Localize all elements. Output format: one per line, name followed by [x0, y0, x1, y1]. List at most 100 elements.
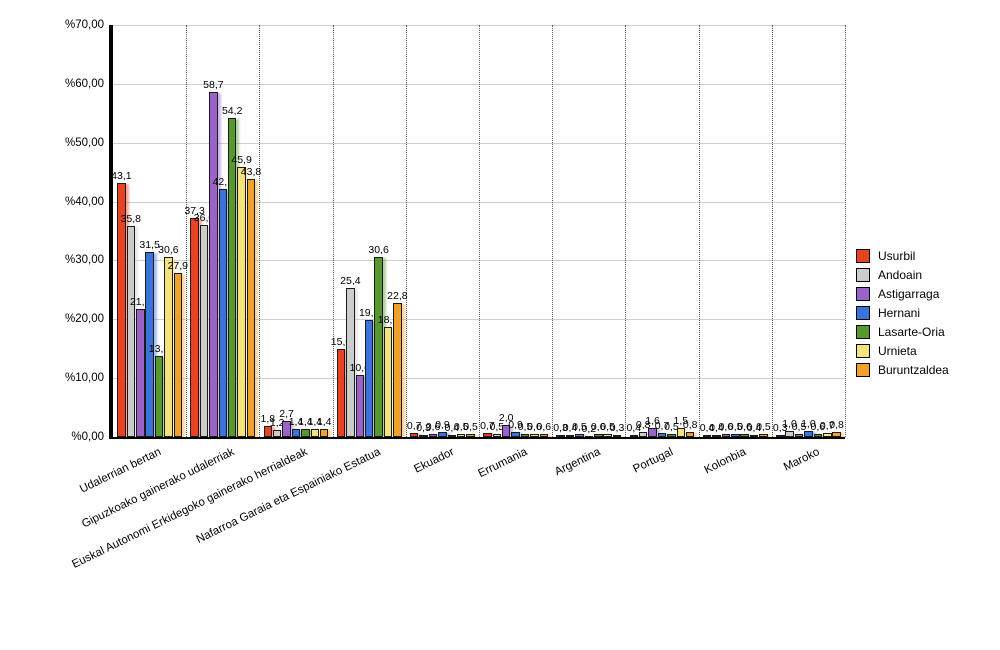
bar-Buruntzaldea-6: [612, 435, 622, 438]
bar-Andoain-6: [565, 434, 575, 437]
legend-swatch: [856, 363, 870, 377]
legend: Usurbil Andoain Astigarraga Hernani Lasarte-…: [856, 249, 949, 382]
bar-Astigarraga-0: [136, 308, 145, 437]
bar-Andoain-5: [492, 434, 501, 437]
bar-value-label: 0,5: [572, 421, 587, 434]
bar-value-label: 0,4: [626, 421, 642, 434]
bar-Usurbil-1: [190, 217, 199, 437]
bar-Urnieta-3: [383, 326, 393, 437]
group-separator: [771, 25, 773, 437]
y-tick-label: %20,00: [64, 313, 104, 326]
legend-label: Urnieta: [878, 344, 917, 358]
y-axis-line: [109, 25, 113, 438]
bar-value-label: 0,5: [727, 421, 743, 434]
x-category-label: Ekuador: [411, 446, 456, 476]
y-tick-label: %70,00: [64, 19, 104, 31]
legend-item: Buruntzaldea: [856, 363, 949, 377]
group-separator: [479, 25, 480, 437]
bar-value-label: 1,4: [298, 415, 313, 428]
bar-value-label: 0,4: [562, 421, 578, 434]
bar-Buruntzaldea-0: [173, 272, 183, 437]
bar-value-label: 0,3: [772, 422, 788, 435]
legend-item: Urnieta: [856, 344, 949, 358]
bar-Astigarraga-5: [501, 425, 511, 437]
bar-Hernani-9: [804, 431, 813, 437]
bar-value-label: 54,2: [221, 105, 243, 117]
bar-Hernani-4: [438, 431, 447, 437]
bar-value-label: 0,5: [489, 421, 505, 434]
bar-Hernani-3: [364, 319, 374, 437]
bar-Hernani-7: [657, 432, 667, 437]
bar-Astigarraga-1: [209, 91, 218, 437]
y-tick-label: %30,00: [64, 254, 104, 267]
bar-Urnieta-1: [237, 166, 246, 437]
bar-Andoain-8: [712, 434, 721, 437]
bar-value-label: 25,4: [340, 274, 361, 287]
bar-value-label: 0,9: [435, 418, 450, 431]
bar-value-label: 27,9: [167, 259, 189, 272]
bar-Hernani-0: [145, 251, 154, 437]
x-category-label: Argentina: [552, 446, 603, 479]
bar-Urnieta-9: [823, 432, 832, 437]
bar-value-label: 0,6: [737, 420, 752, 433]
bar-value-label: 37,3: [184, 204, 205, 217]
bar-Urnieta-0: [164, 256, 173, 437]
bar-value-label: 0,8: [829, 419, 844, 432]
legend-label: Lasarte-Oria: [878, 325, 945, 339]
x-category-label: Errumania: [475, 446, 529, 481]
bar-value-label: 1,2: [269, 416, 285, 429]
x-category-label: Maroko: [781, 446, 822, 474]
legend-label: Usurbil: [878, 249, 916, 263]
x-category-label: Kolonbia: [702, 446, 749, 477]
legend-swatch: [856, 344, 870, 358]
bar-Urnieta-2: [310, 428, 319, 437]
bar-value-label: 1,0: [801, 418, 816, 431]
legend-item: Andoain: [856, 268, 949, 282]
bar-Andoain-7: [638, 432, 648, 437]
bar-Buruntzaldea-5: [539, 433, 548, 437]
bar-Buruntzaldea-8: [759, 434, 768, 437]
x-axis-line: [109, 437, 845, 439]
bar-value-label: 0,6: [590, 420, 606, 433]
bar-Buruntzaldea-1: [246, 179, 256, 437]
bar-value-label: 0,5: [600, 421, 615, 434]
bar-Astigarraga-3: [355, 374, 365, 437]
legend-label: Buruntzaldea: [878, 363, 949, 377]
bar-Andoain-3: [346, 287, 355, 437]
bar-Andoain-0: [126, 226, 136, 437]
legend-swatch: [856, 268, 870, 282]
bar-value-label: 0,8: [682, 419, 698, 432]
bar-Astigarraga-4: [428, 433, 438, 437]
bar-Hernani-5: [511, 431, 520, 437]
bar-value-label: 1,6: [645, 414, 660, 427]
bar-value-label: 0,5: [664, 421, 679, 434]
bar-value-label: 0,8: [635, 419, 651, 432]
bar-Lasarte-Oria-2: [301, 428, 310, 437]
group-separator: [625, 25, 627, 437]
bar-Lasarte-Oria-4: [447, 434, 457, 437]
bar-Usurbil-5: [483, 432, 492, 437]
bar-Buruntzaldea-7: [685, 432, 695, 437]
bar-value-label: 0,4: [444, 421, 460, 434]
bar-value-label: 0,6: [718, 420, 734, 433]
y-tick-label: %10,00: [64, 372, 104, 385]
bar-Hernani-2: [291, 428, 301, 437]
y-tick-label: %40,00: [64, 195, 104, 208]
bar-value-label: 0,6: [536, 420, 552, 433]
bar-Usurbil-4: [409, 432, 419, 437]
bar-value-label: 19,9: [358, 306, 380, 319]
group-separator: [845, 25, 846, 437]
bar-value-label: 0,5: [791, 421, 807, 434]
bar-value-label: 0,6: [810, 420, 826, 433]
bar-value-label: 0,4: [699, 421, 715, 434]
legend-label: Astigarraga: [878, 287, 940, 301]
bar-value-label: 1,4: [288, 415, 304, 428]
bar-value-label: 2,0: [498, 412, 514, 425]
bar-Usurbil-3: [336, 348, 346, 437]
bar-Lasarte-Oria-9: [813, 433, 823, 437]
bar-Hernani-8: [731, 434, 740, 437]
bar-value-label: 58,7: [203, 78, 224, 91]
group-separator: [332, 25, 334, 437]
legend-label: Andoain: [878, 268, 923, 282]
x-category-label: Portugal: [631, 446, 676, 476]
